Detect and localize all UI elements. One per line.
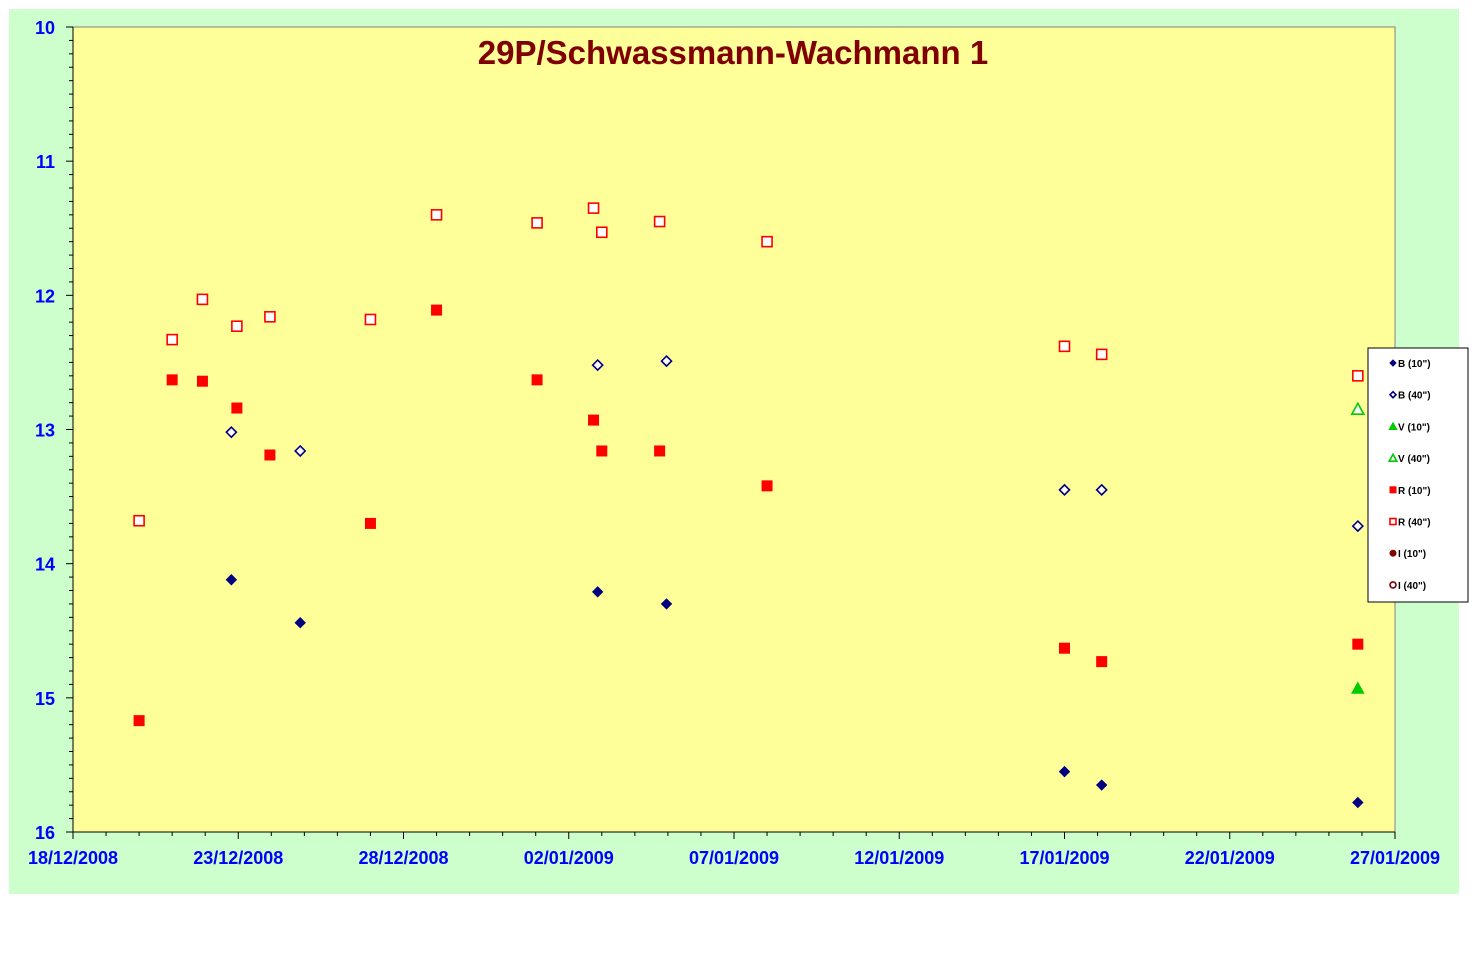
data-point (653, 215, 666, 228)
data-point (660, 354, 673, 368)
legend-entry-label: V (40") (1398, 454, 1430, 465)
data-point (133, 715, 145, 727)
data-point (431, 304, 443, 316)
x-tick-label: 23/12/2008 (193, 848, 283, 868)
data-point (761, 480, 773, 492)
data-point (1350, 681, 1365, 694)
data-point (1352, 370, 1364, 382)
data-point (588, 414, 600, 426)
y-tick-label: 10 (35, 18, 55, 38)
data-point (1350, 401, 1366, 415)
data-point (231, 320, 243, 332)
data-point (596, 445, 608, 457)
data-point (166, 374, 178, 386)
x-tick-label: 18/12/2008 (28, 848, 118, 868)
legend-marker (1388, 390, 1398, 399)
data-point (1352, 638, 1364, 650)
data-point (654, 445, 666, 457)
data-point (587, 202, 600, 214)
data-point (1058, 483, 1071, 497)
legend-box (1367, 347, 1469, 603)
data-point (364, 313, 377, 326)
x-tick-label: 12/01/2009 (854, 848, 944, 868)
y-tick-label: 15 (35, 689, 55, 709)
legend-marker (1389, 517, 1397, 526)
legend-marker (1387, 452, 1399, 462)
data-point (1095, 348, 1108, 361)
x-tick-label: 28/12/2008 (358, 848, 448, 868)
data-point (1095, 483, 1108, 497)
data-point (1096, 656, 1108, 668)
x-tick-label: 17/01/2009 (1019, 848, 1109, 868)
data-point (264, 310, 276, 323)
data-point (166, 333, 178, 346)
plot-area (72, 26, 1396, 833)
legend-entry-label: I (10") (1398, 549, 1426, 560)
data-point (1058, 340, 1071, 353)
data-point (1351, 519, 1364, 533)
axes: 10 11 12 13 14 15 16 18/12/2008 23/12/2008 28/12/… (28, 18, 1440, 868)
data-point (1059, 642, 1070, 654)
x-tick-label: 22/01/2009 (1185, 848, 1275, 868)
x-tick-label: 07/01/2009 (689, 848, 779, 868)
legend-marker (1389, 359, 1397, 367)
data-point (591, 358, 604, 372)
data-point (1352, 796, 1364, 809)
x-tick-label: 02/01/2009 (524, 848, 614, 868)
data-point (430, 209, 443, 221)
data-point (531, 374, 543, 386)
legend-entry-label: V (10") (1398, 422, 1430, 433)
y-tick-label: 14 (35, 555, 55, 575)
y-tick-label: 13 (35, 421, 55, 441)
legend-marker (1388, 421, 1398, 430)
legend-marker (1389, 549, 1397, 557)
data-marks (133, 202, 1366, 809)
data-point (294, 616, 306, 629)
data-point (364, 517, 376, 529)
data-point (761, 235, 773, 248)
data-point (231, 402, 243, 414)
data-point (196, 293, 209, 306)
data-point (225, 426, 238, 439)
x-tick-label: 27/01/2009 (1350, 848, 1440, 868)
data-point (196, 375, 208, 387)
chart-title: 29P/Schwassmann-Wachmann 1 (478, 34, 988, 71)
data-point (225, 574, 238, 586)
legend-entry-label: R (10") (1398, 486, 1431, 497)
data-point (531, 217, 543, 229)
data-point (660, 598, 673, 610)
y-tick-label: 11 (36, 152, 55, 172)
legend-entry-label: R (40") (1398, 518, 1431, 529)
data-point (591, 586, 604, 598)
y-tick-label: 12 (35, 286, 55, 306)
legend-marker (1389, 581, 1397, 589)
data-point (1095, 779, 1108, 791)
data-point (294, 444, 307, 458)
data-point (133, 514, 145, 527)
y-tick-label: 16 (35, 823, 55, 843)
data-point (264, 449, 276, 461)
legend-entry-label: B (40") (1398, 391, 1431, 402)
legend-entry-label: B (10") (1398, 359, 1431, 370)
legend: B (10") B (40") V (10") V (40") R (10") R (40… (1367, 347, 1469, 603)
legend-entry-label: I (40") (1398, 581, 1426, 592)
data-point (1058, 765, 1071, 778)
legend-marker (1389, 486, 1397, 494)
data-point (595, 226, 608, 239)
